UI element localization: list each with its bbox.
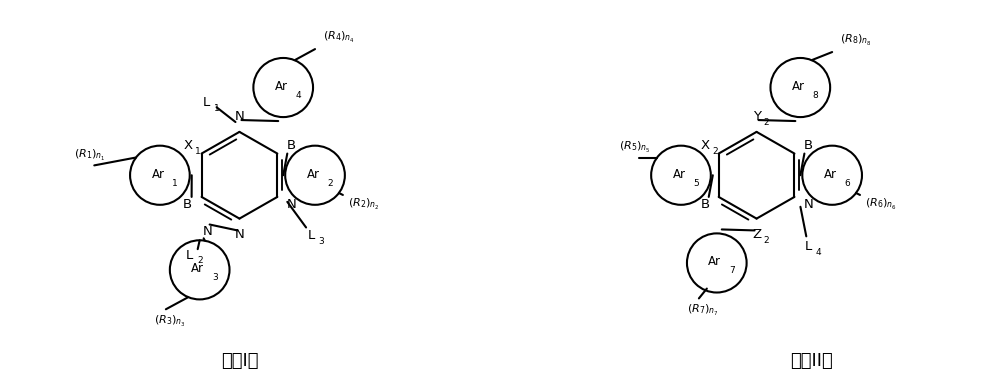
Text: 6: 6 [845, 178, 850, 188]
Text: B: B [287, 139, 296, 152]
Text: Ar: Ar [191, 262, 204, 275]
Text: Ar: Ar [151, 168, 164, 181]
Text: 2: 2 [764, 236, 769, 245]
Text: 式（I）: 式（I） [221, 352, 258, 370]
Text: Ar: Ar [824, 168, 837, 181]
Text: 7: 7 [729, 266, 735, 275]
Text: 3: 3 [318, 237, 324, 246]
Text: $(R_5)_{n_5}$: $(R_5)_{n_5}$ [619, 140, 651, 155]
Text: 1: 1 [172, 178, 178, 188]
Text: Y: Y [753, 110, 761, 123]
Text: N: N [235, 110, 244, 123]
Text: Z: Z [752, 228, 761, 241]
Text: Ar: Ar [275, 80, 288, 93]
Text: 2: 2 [328, 178, 333, 188]
Text: Ar: Ar [708, 255, 721, 268]
Text: $(R_8)_{n_8}$: $(R_8)_{n_8}$ [840, 33, 872, 48]
Text: $(R_6)_{n_6}$: $(R_6)_{n_6}$ [865, 197, 897, 212]
Text: $(R_2)_{n_2}$: $(R_2)_{n_2}$ [348, 197, 379, 212]
Text: N: N [803, 198, 813, 211]
Text: L: L [203, 96, 210, 109]
Text: L: L [186, 249, 193, 262]
Text: 2: 2 [764, 118, 769, 126]
Text: B: B [804, 139, 813, 152]
Text: B: B [183, 198, 192, 211]
Text: 4: 4 [815, 247, 821, 257]
Text: 8: 8 [813, 91, 819, 100]
Text: 4: 4 [296, 91, 301, 100]
Text: L: L [307, 229, 315, 242]
Text: Ar: Ar [307, 168, 320, 181]
Text: 3: 3 [212, 273, 218, 282]
Text: Ar: Ar [792, 80, 805, 93]
Text: N: N [203, 225, 213, 238]
Text: 2: 2 [197, 257, 202, 265]
Text: N: N [286, 198, 296, 211]
Text: X: X [183, 139, 192, 152]
Text: $(R_3)_{n_3}$: $(R_3)_{n_3}$ [154, 314, 186, 329]
Text: 1: 1 [214, 104, 219, 113]
Text: Ar: Ar [673, 168, 686, 181]
Text: 2: 2 [712, 147, 718, 156]
Text: N: N [235, 228, 244, 241]
Text: $(R_7)_{n_7}$: $(R_7)_{n_7}$ [687, 303, 719, 318]
Text: $(R_4)_{n_4}$: $(R_4)_{n_4}$ [323, 30, 355, 45]
Text: 5: 5 [694, 178, 699, 188]
Text: 1: 1 [195, 147, 201, 156]
Text: L: L [805, 240, 812, 253]
Text: 式（II）: 式（II） [790, 352, 833, 370]
Text: $(R_1)_{n_1}$: $(R_1)_{n_1}$ [74, 148, 106, 163]
Text: X: X [700, 139, 709, 152]
Text: B: B [700, 198, 709, 211]
